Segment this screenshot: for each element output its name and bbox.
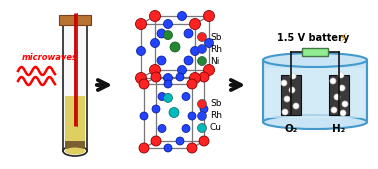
Circle shape — [200, 105, 208, 113]
Circle shape — [164, 19, 172, 29]
Circle shape — [184, 56, 193, 65]
Text: Ni: Ni — [210, 56, 219, 66]
Circle shape — [178, 11, 186, 20]
Circle shape — [197, 112, 206, 120]
Circle shape — [184, 29, 193, 38]
Circle shape — [188, 112, 196, 120]
Circle shape — [199, 72, 209, 82]
Circle shape — [158, 92, 166, 101]
Circle shape — [289, 87, 295, 93]
Bar — [302, 48, 328, 56]
Circle shape — [151, 136, 161, 146]
Circle shape — [340, 110, 346, 116]
Text: Sb: Sb — [210, 100, 222, 108]
Circle shape — [136, 46, 146, 55]
Text: ⚡: ⚡ — [339, 31, 347, 44]
Bar — [265, 68, 365, 118]
Circle shape — [282, 109, 288, 115]
Circle shape — [164, 31, 172, 40]
Text: Rh: Rh — [210, 44, 222, 54]
Circle shape — [203, 10, 214, 21]
Text: microwaves: microwaves — [22, 53, 78, 62]
Bar — [65, 141, 85, 149]
Text: Rh: Rh — [210, 112, 222, 120]
Circle shape — [152, 105, 160, 113]
Circle shape — [281, 80, 287, 86]
Bar — [59, 15, 91, 25]
Circle shape — [150, 65, 161, 76]
Circle shape — [203, 65, 214, 76]
Circle shape — [169, 107, 179, 117]
Circle shape — [176, 137, 184, 145]
Circle shape — [182, 125, 190, 132]
Circle shape — [164, 144, 172, 152]
Circle shape — [334, 94, 340, 100]
Circle shape — [338, 72, 344, 78]
Text: 1.5 V battery: 1.5 V battery — [277, 33, 349, 43]
Circle shape — [182, 92, 190, 101]
Circle shape — [164, 80, 172, 88]
Circle shape — [290, 73, 296, 79]
Ellipse shape — [263, 53, 367, 67]
Circle shape — [197, 44, 206, 54]
Circle shape — [170, 42, 180, 52]
Circle shape — [204, 39, 214, 47]
Circle shape — [191, 46, 200, 55]
Circle shape — [158, 125, 166, 132]
Circle shape — [197, 100, 206, 108]
Circle shape — [150, 10, 161, 21]
Circle shape — [342, 101, 348, 107]
Circle shape — [151, 72, 161, 82]
Circle shape — [187, 79, 197, 89]
Circle shape — [331, 107, 337, 113]
Circle shape — [199, 136, 209, 146]
Circle shape — [187, 143, 197, 153]
Ellipse shape — [263, 115, 367, 129]
Circle shape — [284, 96, 290, 102]
Circle shape — [330, 78, 336, 84]
Circle shape — [150, 39, 160, 47]
Circle shape — [139, 79, 149, 89]
Circle shape — [339, 85, 345, 91]
Text: H₂: H₂ — [332, 124, 345, 134]
Circle shape — [293, 103, 299, 109]
Circle shape — [176, 73, 184, 81]
Circle shape — [140, 112, 148, 120]
Circle shape — [197, 32, 206, 42]
Text: Sb: Sb — [210, 32, 222, 42]
Circle shape — [189, 18, 200, 30]
Circle shape — [164, 93, 172, 102]
Text: Cu: Cu — [210, 124, 222, 132]
Circle shape — [135, 18, 147, 30]
Bar — [263, 60, 367, 122]
Bar — [65, 96, 85, 149]
Text: O₂: O₂ — [284, 124, 297, 134]
Bar — [281, 75, 301, 115]
Circle shape — [178, 66, 186, 75]
Circle shape — [135, 73, 147, 83]
Bar — [63, 21, 87, 151]
Circle shape — [189, 73, 200, 83]
Bar — [329, 75, 349, 115]
Ellipse shape — [65, 148, 85, 154]
Ellipse shape — [63, 146, 87, 156]
Circle shape — [157, 29, 166, 38]
Circle shape — [164, 74, 172, 82]
Circle shape — [197, 56, 206, 66]
Circle shape — [157, 56, 166, 65]
Circle shape — [197, 124, 206, 132]
Circle shape — [139, 143, 149, 153]
